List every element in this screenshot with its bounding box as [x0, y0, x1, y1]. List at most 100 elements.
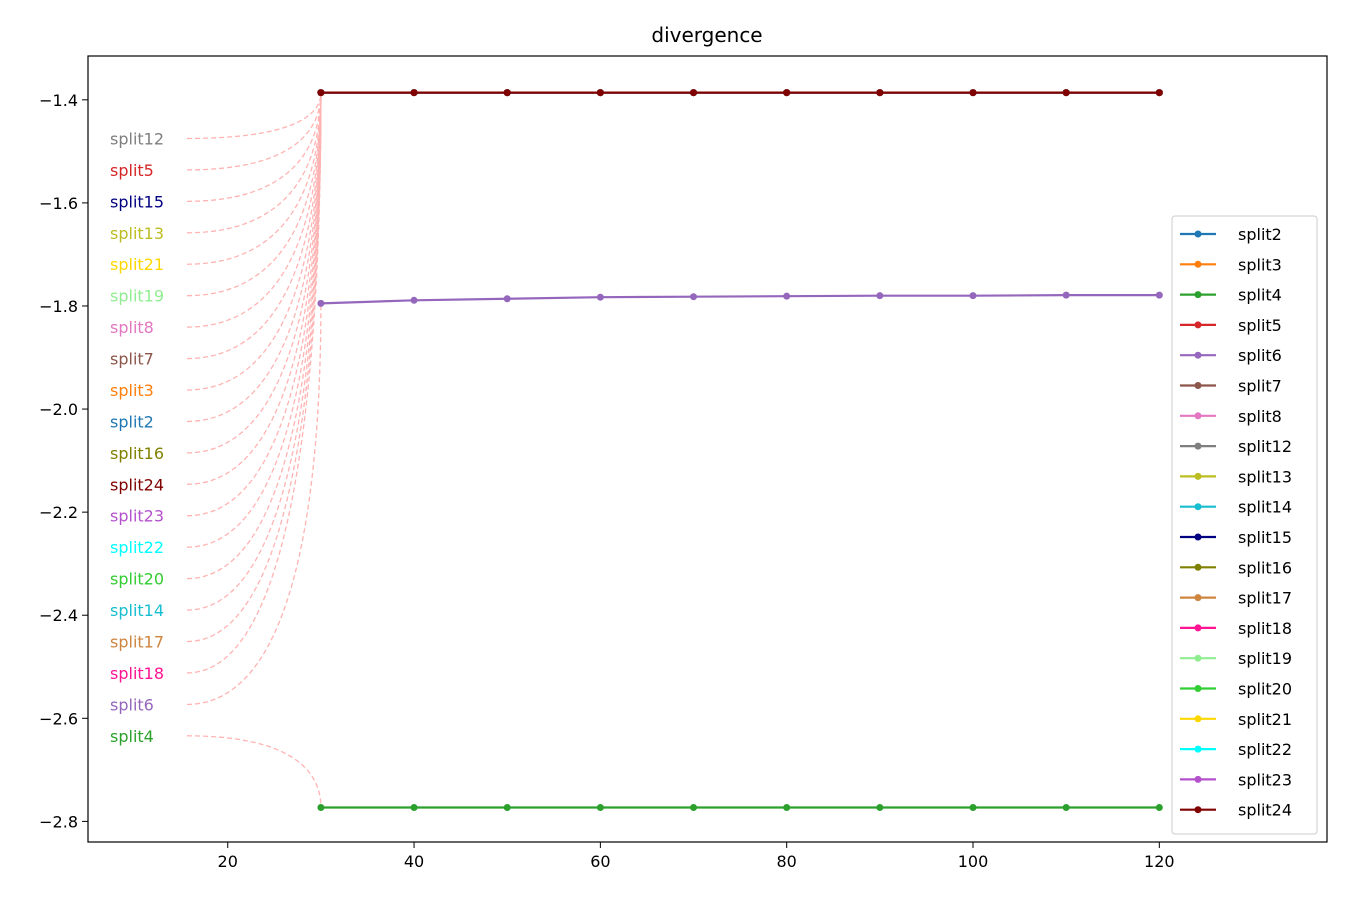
legend-swatch-marker — [1194, 715, 1202, 723]
legend-label: split13 — [1238, 467, 1292, 486]
legend-label: split15 — [1238, 528, 1292, 547]
annotation-connector — [186, 303, 322, 706]
legend-swatch-marker — [1194, 503, 1202, 511]
y-tick-label: −2.2 — [39, 503, 78, 522]
data-point-split4 — [410, 803, 418, 811]
data-point-split24 — [690, 89, 698, 97]
data-point-split4 — [969, 803, 977, 811]
legend-item-split22: split22 — [1180, 740, 1292, 759]
legend-swatch-marker — [1194, 472, 1202, 480]
y-axis: −1.4 −1.6 −1.8 −2.0 −2.2 −2.4 −2.6 −2.8 — [39, 91, 88, 831]
data-point-split6 — [969, 292, 977, 300]
annotation-connector — [186, 92, 322, 171]
legend-item-split18: split18 — [1180, 619, 1292, 638]
legend-swatch-marker — [1194, 321, 1202, 329]
data-point-split24 — [410, 89, 418, 97]
data-point-split24 — [969, 89, 977, 97]
legend-item-split24: split24 — [1180, 801, 1292, 820]
annotation-label-split2: split2 — [110, 412, 154, 431]
annotation-label-split16: split16 — [110, 444, 164, 463]
annotation-labels: split12 split5 split15 split13 split21 split1… — [110, 129, 164, 745]
legend-swatch-marker — [1194, 533, 1202, 541]
annotation-connector — [186, 92, 322, 611]
y-tick-label: −2.0 — [39, 400, 78, 419]
data-point-split6 — [783, 292, 791, 300]
legend-swatch-marker — [1194, 775, 1202, 783]
legend-label: split4 — [1238, 286, 1282, 305]
legend-swatch-marker — [1194, 382, 1202, 389]
legend-swatch-marker — [1194, 260, 1202, 268]
legend-item-split16: split16 — [1180, 558, 1292, 577]
legend-label: split3 — [1238, 255, 1282, 274]
data-point-split6 — [1062, 291, 1070, 299]
annotation-connector — [186, 92, 322, 674]
annotation-connector — [186, 92, 322, 391]
series-split4 — [317, 803, 1163, 811]
data-point-split4 — [1155, 803, 1163, 811]
y-tick-label: −2.6 — [39, 709, 78, 728]
annotation-label-split12: split12 — [110, 129, 164, 148]
data-point-split6 — [876, 292, 884, 300]
y-tick-label: −1.6 — [39, 194, 78, 213]
legend-item-split3: split3 — [1180, 255, 1282, 274]
annotation-connector — [186, 92, 322, 140]
legend-label: split12 — [1238, 437, 1292, 456]
legend-swatch-marker — [1194, 563, 1202, 571]
legend-swatch-marker — [1194, 412, 1202, 420]
annotation-connector — [186, 735, 322, 808]
legend: split2 split3 split4 split5 split6 split7 spli… — [1171, 215, 1318, 835]
legend-swatch-marker — [1194, 654, 1202, 662]
legend-label: split16 — [1238, 558, 1292, 577]
legend-label: split20 — [1238, 680, 1292, 699]
annotation-connector — [186, 92, 322, 265]
legend-label: split17 — [1238, 589, 1292, 608]
annotation-label-split13: split13 — [110, 224, 164, 243]
data-point-split6 — [596, 293, 604, 301]
x-tick-label: 20 — [218, 852, 238, 871]
legend-item-split8: split8 — [1180, 407, 1282, 426]
data-point-split4 — [317, 803, 325, 811]
data-point-split4 — [876, 803, 884, 811]
annotation-label-split8: split8 — [110, 318, 154, 337]
data-point-split6 — [690, 293, 698, 301]
annotation-connectors — [186, 92, 322, 808]
y-tick-label: −1.4 — [39, 91, 78, 110]
data-point-split24 — [783, 89, 791, 97]
data-point-split24 — [1155, 89, 1163, 97]
legend-swatch-marker — [1194, 594, 1202, 602]
legend-swatch-marker — [1194, 442, 1202, 450]
legend-swatch-marker — [1194, 624, 1202, 632]
y-tick-label: −2.8 — [39, 812, 78, 831]
legend-label: split19 — [1238, 649, 1292, 668]
legend-item-split13: split13 — [1180, 467, 1292, 486]
annotation-label-split24: split24 — [110, 475, 164, 494]
y-tick-label: −1.8 — [39, 297, 78, 316]
annotation-label-split22: split22 — [110, 538, 164, 557]
x-tick-label: 120 — [1144, 852, 1175, 871]
chart-title: divergence — [651, 23, 762, 47]
annotation-label-split14: split14 — [110, 601, 164, 620]
legend-label: split5 — [1238, 316, 1282, 335]
annotation-connector — [186, 92, 322, 202]
legend-label: split6 — [1238, 346, 1282, 365]
annotation-label-split7: split7 — [110, 350, 154, 369]
annotation-label-split20: split20 — [110, 570, 164, 589]
series-split6 — [317, 291, 1163, 307]
data-point-split4 — [783, 803, 791, 811]
x-tick-label: 40 — [404, 852, 424, 871]
legend-swatch-marker — [1194, 230, 1202, 238]
legend-label: split7 — [1238, 377, 1282, 396]
legend-item-split21: split21 — [1180, 710, 1292, 729]
legend-item-split19: split19 — [1180, 649, 1292, 668]
data-point-split24 — [1062, 89, 1070, 97]
data-point-split6 — [1155, 291, 1163, 299]
legend-label: split2 — [1238, 225, 1282, 244]
annotation-label-split21: split21 — [110, 255, 164, 274]
legend-item-split4: split4 — [1180, 286, 1282, 305]
legend-item-split7: split7 — [1180, 377, 1282, 396]
y-tick-label: −2.4 — [39, 606, 78, 625]
legend-label: split18 — [1238, 619, 1292, 638]
legend-box — [1171, 215, 1318, 835]
